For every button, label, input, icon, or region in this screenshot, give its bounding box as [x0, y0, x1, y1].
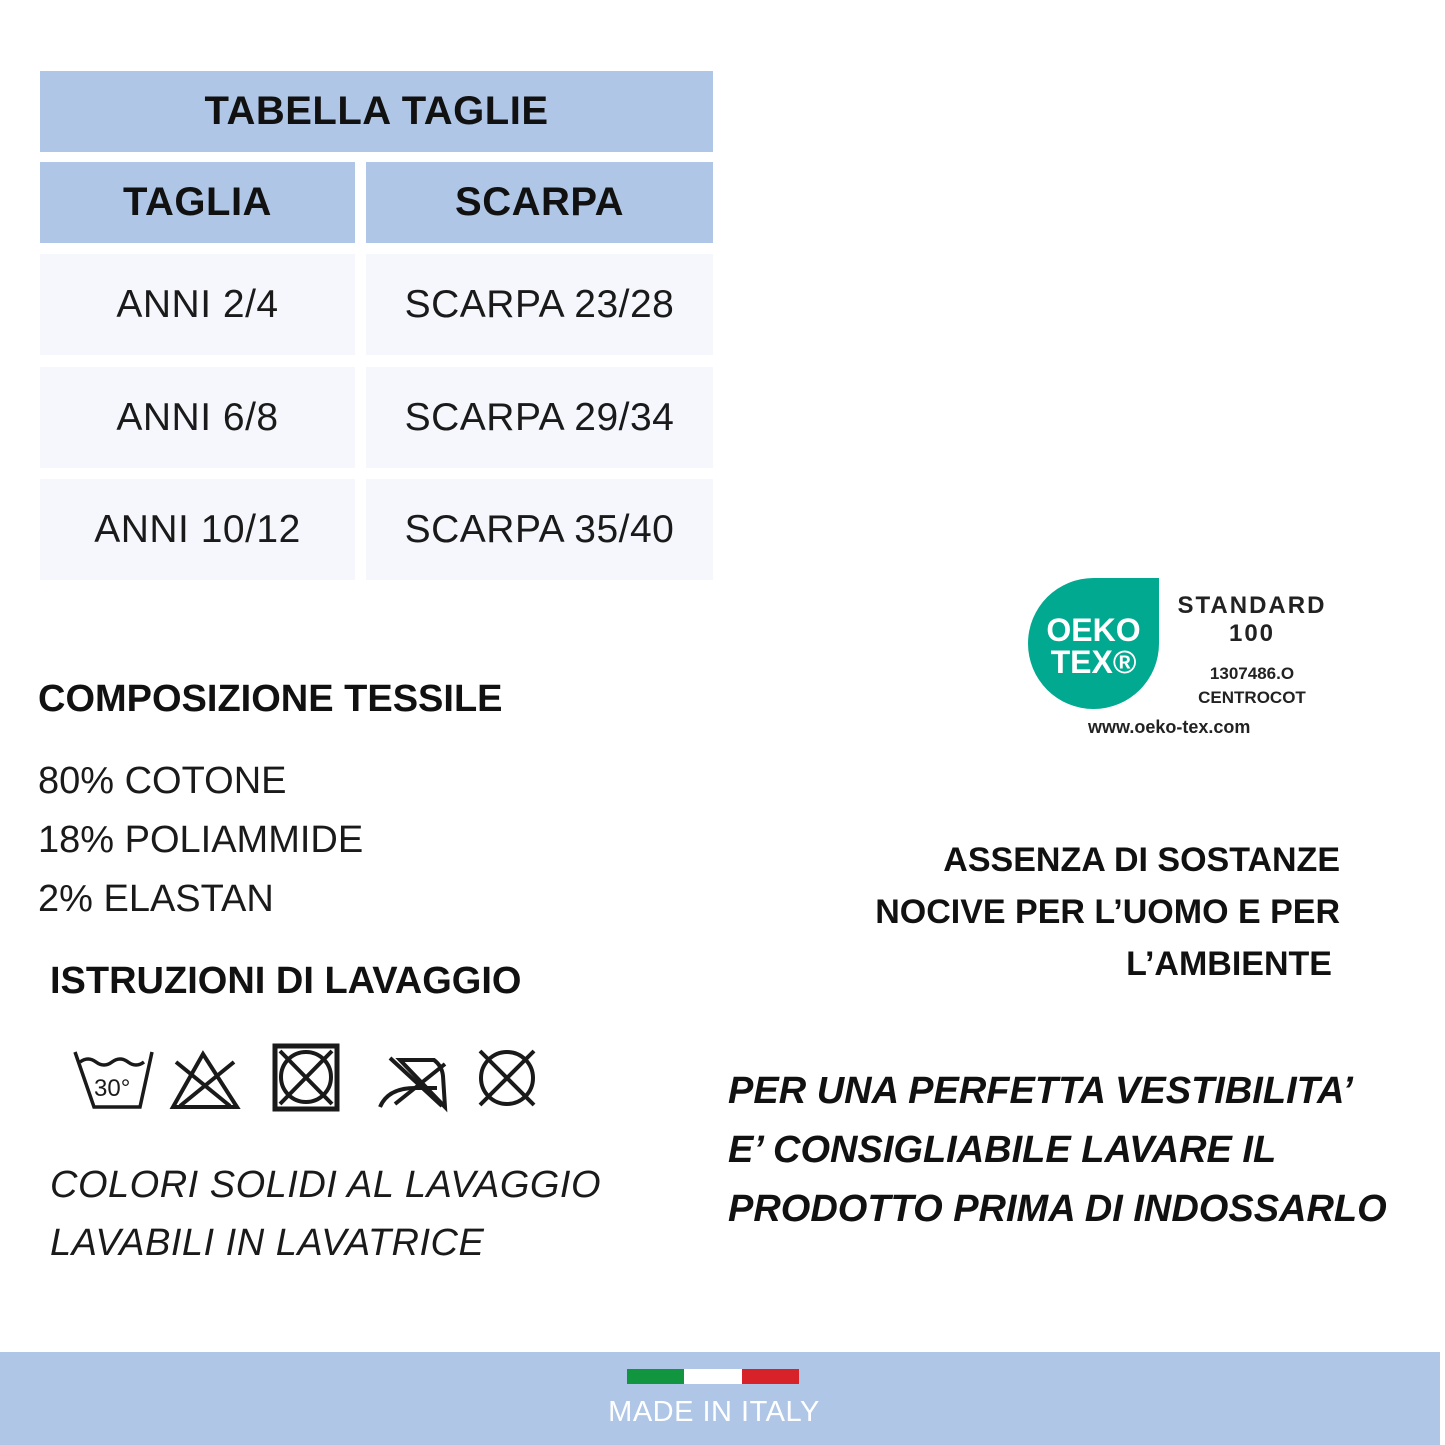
- washing-note: COLORI SOLIDI AL LAVAGGIO: [50, 1164, 602, 1206]
- header-scarpa: SCARPA: [366, 162, 713, 243]
- tip-line: PRODOTTO PRIMA DI INDOSSARLO: [728, 1188, 1387, 1230]
- claim-line: ASSENZA DI SOSTANZE: [943, 841, 1340, 879]
- oekotex-number: 100: [1228, 620, 1276, 647]
- svg-text:30°: 30°: [94, 1075, 130, 1102]
- tip-line: E’ CONSIGLIABILE LAVARE IL: [728, 1129, 1277, 1171]
- oekotex-cert-id: 1307486.O: [1209, 664, 1295, 683]
- composition-item: 18% POLIAMMIDE: [38, 819, 364, 861]
- no-dry-clean-icon: [478, 1049, 536, 1107]
- washing-note: LAVABILI IN LAVATRICE: [50, 1222, 485, 1264]
- oekotex-logo-text: TEX®: [1050, 644, 1137, 680]
- table-cell: SCARPA 35/40: [366, 479, 713, 580]
- oekotex-label: OEKO TEX® STANDARD 100 1307486.O CENTROC…: [1028, 578, 1348, 748]
- claim-line: NOCIVE PER L’UOMO E PER: [875, 893, 1340, 931]
- composition-title: COMPOSIZIONE TESSILE: [38, 678, 503, 720]
- table-cell: ANNI 2/4: [40, 254, 355, 355]
- oekotex-logo-text: OEKO: [1046, 612, 1141, 648]
- oekotex-logo: OEKO TEX®: [1028, 578, 1159, 709]
- italian-flag-icon: [627, 1369, 799, 1384]
- composition-list: 80% COTONE 18% POLIAMMIDE 2% ELASTAN: [38, 752, 363, 929]
- table-cell: SCARPA 23/28: [366, 254, 713, 355]
- table-cell: SCARPA 29/34: [366, 367, 713, 468]
- claim-line: L’AMBIENTE: [1126, 945, 1332, 983]
- table-cell: ANNI 10/12: [40, 479, 355, 580]
- made-in-italy: MADE IN ITALY: [608, 1396, 820, 1428]
- wash-30-icon: 30°: [73, 1051, 154, 1109]
- care-icons: 30°: [73, 1043, 536, 1113]
- safety-claim: ASSENZA DI SOSTANZE NOCIVE PER L’UOMO E …: [875, 834, 1340, 990]
- composition-item: 2% ELASTAN: [38, 878, 274, 920]
- composition-item: 80% COTONE: [38, 760, 287, 802]
- oekotex-institute: CENTROCOT: [1198, 688, 1306, 707]
- no-bleach-icon: [169, 1050, 241, 1109]
- no-tumble-dry-icon: [272, 1043, 340, 1112]
- tip-line: PER UNA PERFETTA VESTIBILITA’: [728, 1070, 1353, 1112]
- no-iron-icon: [378, 1056, 448, 1113]
- oekotex-url: www.oeko-tex.com: [1088, 717, 1251, 737]
- oekotex-standard: STANDARD: [1177, 592, 1327, 619]
- fit-tip: PER UNA PERFETTA VESTIBILITA’ E’ CONSIGL…: [728, 1062, 1387, 1239]
- footer-bar: MADE IN ITALY: [0, 1352, 1440, 1445]
- header-taglia: TAGLIA: [40, 162, 355, 243]
- washing-notes: COLORI SOLIDI AL LAVAGGIO LAVABILI IN LA…: [50, 1156, 601, 1272]
- table-cell: ANNI 6/8: [40, 367, 355, 468]
- size-table-title: TABELLA TAGLIE: [40, 71, 713, 152]
- washing-title: ISTRUZIONI DI LAVAGGIO: [50, 960, 522, 1002]
